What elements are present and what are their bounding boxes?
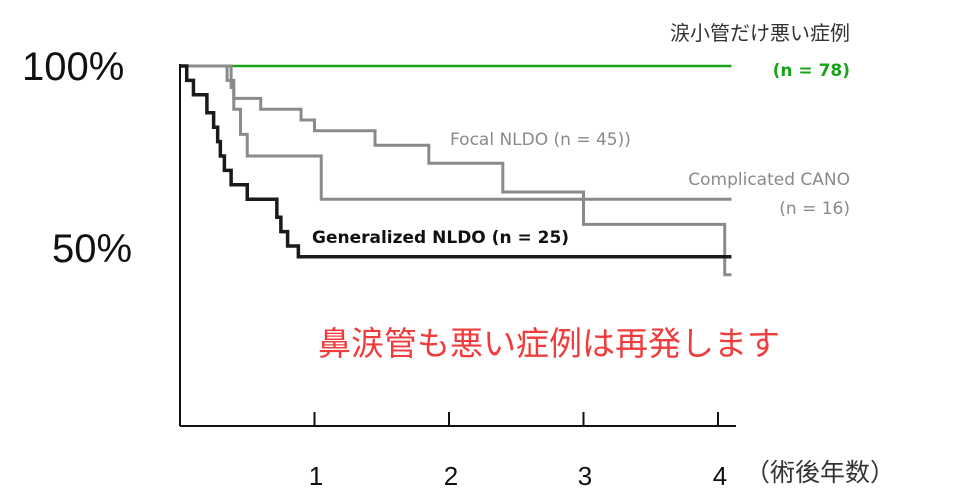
series-label-generalized-nldo: Generalized NLDO (n = 25) <box>312 228 569 248</box>
series-label-focal-nldo: Focal NLDO (n = 45)) <box>450 130 631 150</box>
x-tick-label-1: 1 <box>309 461 323 491</box>
series-label-complicated-cano: Complicated CANO <box>688 170 850 190</box>
y-tick-label-100: 100% <box>22 45 124 89</box>
x-tick-label-4: 4 <box>713 461 727 491</box>
series-layer <box>180 64 732 277</box>
complicated-cano-curve <box>180 64 732 201</box>
x-axis-unit-label: （術後年数） <box>745 458 895 487</box>
recurrence-annotation: 鼻涙管も悪い症例は再発します <box>318 324 780 363</box>
series-label-complicated-cano-n: (n = 16) <box>779 199 850 219</box>
x-tick-label-3: 3 <box>578 461 592 491</box>
x-tick-marks <box>313 412 719 426</box>
y-tick-label-50: 50% <box>52 227 132 271</box>
series-label-canaliculus-only-n: (n = 78) <box>773 61 850 81</box>
series-label-canaliculus-only: 涙小管だけ悪い症例 <box>670 21 850 45</box>
x-tick-label-2: 2 <box>444 461 458 491</box>
generalized-nldo-curve <box>180 64 732 259</box>
